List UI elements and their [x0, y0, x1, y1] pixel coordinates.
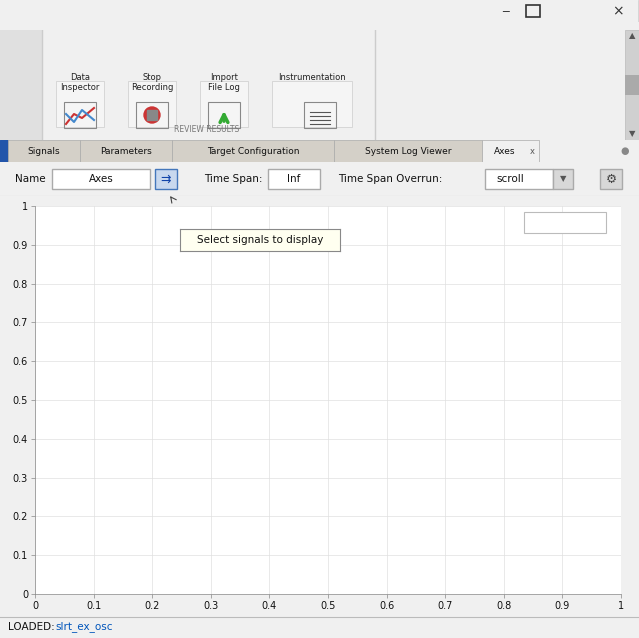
- Bar: [268, 169, 320, 189]
- Bar: [208, 102, 240, 128]
- Bar: [525, 212, 606, 233]
- Bar: [600, 169, 622, 189]
- Bar: [625, 75, 639, 95]
- Text: ⚙: ⚙: [605, 172, 617, 186]
- Text: ⇉: ⇉: [161, 172, 171, 186]
- Text: LOADED:: LOADED:: [8, 622, 58, 632]
- Text: ×: ×: [612, 4, 624, 18]
- Bar: [136, 102, 168, 128]
- Bar: [482, 140, 539, 162]
- Text: Stop
Recording: Stop Recording: [131, 73, 173, 93]
- Text: scroll: scroll: [496, 174, 524, 184]
- Bar: [0, 140, 8, 162]
- Text: Name: Name: [15, 174, 45, 184]
- Circle shape: [144, 107, 160, 123]
- Bar: [56, 81, 104, 127]
- Text: ▲: ▲: [629, 31, 635, 40]
- Text: Import
File Log: Import File Log: [208, 73, 240, 93]
- Text: ▼: ▼: [560, 175, 566, 184]
- Bar: [485, 169, 553, 189]
- Text: ▼: ▼: [629, 130, 635, 138]
- Text: System Log Viewer: System Log Viewer: [365, 147, 451, 156]
- Text: Signals: Signals: [27, 147, 60, 156]
- Bar: [526, 5, 540, 17]
- Text: Target Configuration: Target Configuration: [207, 147, 299, 156]
- Text: Inf: Inf: [288, 174, 301, 184]
- Bar: [0, 30, 42, 140]
- Text: x: x: [530, 147, 534, 156]
- Bar: [155, 169, 177, 189]
- Text: ─: ─: [502, 6, 509, 16]
- Bar: [52, 169, 150, 189]
- Bar: [200, 81, 248, 127]
- Bar: [128, 81, 176, 127]
- Text: Data
Inspector: Data Inspector: [60, 73, 100, 93]
- Bar: [147, 110, 157, 120]
- Bar: [80, 140, 172, 162]
- Text: ●: ●: [620, 146, 629, 156]
- Text: Axes: Axes: [494, 147, 516, 156]
- Bar: [553, 169, 573, 189]
- Text: Instrumentation: Instrumentation: [278, 73, 346, 82]
- Text: Time Span:: Time Span:: [204, 174, 263, 184]
- Bar: [272, 81, 352, 127]
- Bar: [8, 140, 80, 162]
- Text: Select signals to display: Select signals to display: [197, 235, 323, 245]
- Bar: [304, 102, 336, 128]
- Bar: [334, 140, 482, 162]
- Text: Time Span Overrun:: Time Span Overrun:: [338, 174, 442, 184]
- Bar: [172, 140, 334, 162]
- Bar: [64, 102, 96, 128]
- Text: Axes: Axes: [89, 174, 113, 184]
- Text: Parameters: Parameters: [100, 147, 152, 156]
- Bar: [625, 30, 639, 140]
- Text: REVIEW RESULTS: REVIEW RESULTS: [174, 125, 240, 134]
- Text: slrt_ex_osc: slrt_ex_osc: [55, 621, 112, 632]
